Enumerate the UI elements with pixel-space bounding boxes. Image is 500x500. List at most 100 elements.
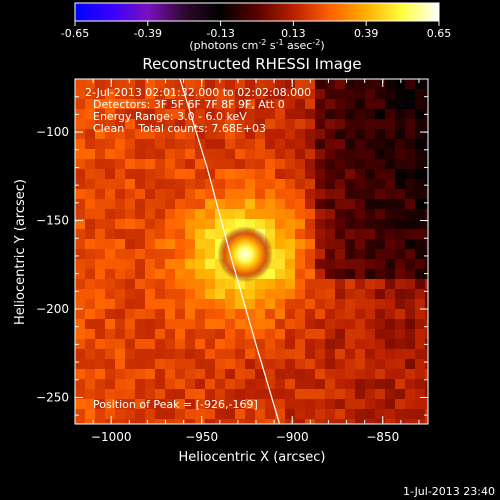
- image-pixel: [95, 129, 106, 140]
- image-pixel: [155, 139, 166, 150]
- image-pixel: [405, 329, 416, 340]
- image-pixel: [345, 239, 356, 250]
- colorbar-tick-label: -0.13: [206, 27, 234, 40]
- image-pixel: [265, 319, 276, 330]
- image-pixel: [125, 149, 136, 160]
- image-pixel: [105, 299, 116, 310]
- image-pixel: [235, 119, 246, 130]
- image-pixel: [395, 409, 406, 420]
- image-pixel: [285, 159, 296, 170]
- image-pixel: [105, 209, 116, 220]
- image-pixel: [405, 249, 416, 260]
- image-pixel: [235, 379, 246, 390]
- image-pixel: [215, 99, 226, 110]
- image-pixel: [405, 419, 416, 424]
- image-pixel: [195, 339, 206, 350]
- image-pixel: [375, 79, 386, 90]
- image-pixel: [295, 279, 306, 290]
- image-pixel: [375, 99, 386, 110]
- image-pixel: [175, 349, 186, 360]
- image-pixel: [265, 109, 276, 120]
- image-pixel: [235, 79, 246, 90]
- image-pixel: [125, 179, 136, 190]
- image-pixel: [305, 299, 316, 310]
- image-pixel: [175, 149, 186, 160]
- image-pixel: [265, 129, 276, 140]
- image-pixel: [95, 349, 106, 360]
- image-pixel: [145, 159, 156, 170]
- image-pixel: [305, 229, 316, 240]
- image-pixel: [295, 119, 306, 130]
- image-pixel: [275, 309, 286, 320]
- image-pixel: [255, 149, 266, 160]
- image-pixel: [285, 139, 296, 150]
- image-pixel: [85, 209, 96, 220]
- colorbar-tick-label: -0.39: [134, 27, 162, 40]
- image-pixel: [215, 79, 226, 90]
- image-pixel: [285, 379, 296, 390]
- image-pixel: [335, 109, 346, 120]
- image-pixel: [255, 309, 266, 320]
- image-pixel: [95, 209, 106, 220]
- image-pixel: [375, 149, 386, 160]
- image-pixel: [375, 279, 386, 290]
- image-pixel: [245, 169, 256, 180]
- image-pixel: [285, 209, 296, 220]
- image-pixel: [75, 219, 86, 230]
- image-pixel: [365, 209, 376, 220]
- image-pixel: [365, 299, 376, 310]
- image-pixel: [385, 99, 396, 110]
- image-pixel: [365, 99, 376, 110]
- image-pixel: [135, 109, 146, 120]
- image-pixel: [145, 369, 156, 380]
- image-pixel: [145, 209, 156, 220]
- image-pixel: [325, 259, 336, 270]
- image-pixel: [425, 169, 428, 180]
- image-pixel: [225, 279, 236, 290]
- image-pixel: [185, 199, 196, 210]
- image-pixel: [185, 409, 196, 420]
- image-pixel: [375, 269, 386, 280]
- image-pixel: [305, 149, 316, 160]
- image-pixel: [415, 289, 426, 300]
- image-pixel: [305, 109, 316, 120]
- image-pixel: [375, 389, 386, 400]
- image-pixel: [425, 159, 428, 170]
- image-pixel: [115, 219, 126, 230]
- image-pixel: [385, 419, 396, 424]
- image-pixel: [155, 129, 166, 140]
- image-pixel: [75, 379, 86, 390]
- image-pixel: [75, 159, 86, 170]
- image-pixel: [375, 289, 386, 300]
- image-pixel: [285, 239, 296, 250]
- image-pixel: [425, 99, 428, 110]
- image-pixel: [105, 329, 116, 340]
- image-pixel: [295, 339, 306, 350]
- image-pixel: [375, 349, 386, 360]
- image-pixel: [385, 249, 396, 260]
- solar-limb-curve: [179, 79, 281, 424]
- image-pixel: [235, 349, 246, 360]
- image-pixel: [195, 129, 206, 140]
- image-pixel: [205, 399, 216, 410]
- image-pixel: [265, 99, 276, 110]
- image-pixel: [95, 259, 106, 270]
- image-pixel: [325, 139, 336, 150]
- image-pixel: [135, 319, 146, 330]
- image-pixel: [95, 99, 106, 110]
- image-pixel: [85, 369, 96, 380]
- image-pixel: [125, 229, 136, 240]
- image-pixel: [85, 89, 96, 100]
- image-pixel: [345, 299, 356, 310]
- image-pixel: [405, 219, 416, 230]
- image-pixel: [185, 129, 196, 140]
- image-pixel: [135, 169, 146, 180]
- image-pixel: [405, 309, 416, 320]
- image-pixel: [255, 399, 266, 410]
- image-pixel: [85, 379, 96, 390]
- image-pixel: [205, 99, 216, 110]
- image-pixel: [365, 409, 376, 420]
- image-pixel: [185, 359, 196, 370]
- image-pixel: [205, 299, 216, 310]
- image-pixel: [305, 219, 316, 230]
